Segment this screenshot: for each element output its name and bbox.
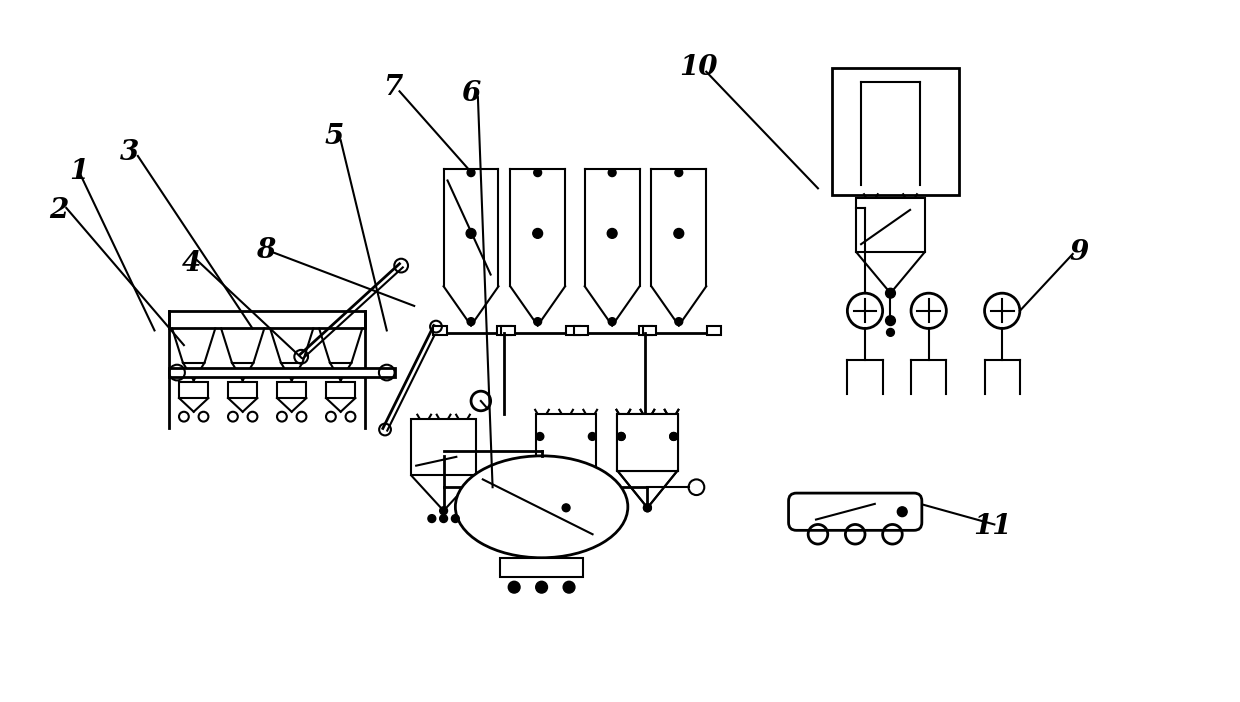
Circle shape bbox=[609, 168, 616, 177]
Circle shape bbox=[618, 432, 625, 440]
Circle shape bbox=[451, 515, 459, 522]
Circle shape bbox=[467, 168, 475, 177]
Bar bbox=[228, 383, 258, 398]
Bar bbox=[618, 413, 677, 470]
Bar bbox=[433, 326, 446, 336]
Bar bbox=[567, 326, 580, 336]
Circle shape bbox=[670, 432, 677, 440]
Text: 10: 10 bbox=[680, 54, 718, 81]
Bar bbox=[179, 383, 208, 398]
Circle shape bbox=[589, 432, 596, 440]
Circle shape bbox=[608, 228, 618, 238]
Circle shape bbox=[885, 316, 895, 326]
FancyBboxPatch shape bbox=[789, 493, 921, 530]
Bar bbox=[618, 413, 677, 470]
Bar bbox=[412, 418, 476, 475]
Circle shape bbox=[508, 581, 520, 593]
Text: 6: 6 bbox=[461, 80, 481, 107]
Circle shape bbox=[563, 581, 575, 593]
Bar bbox=[574, 326, 588, 336]
Text: 1: 1 bbox=[69, 158, 89, 185]
Bar bbox=[536, 413, 596, 470]
Text: 11: 11 bbox=[973, 513, 1012, 540]
Text: 9: 9 bbox=[1069, 239, 1089, 265]
Text: 5: 5 bbox=[324, 123, 343, 150]
Circle shape bbox=[533, 168, 542, 177]
Circle shape bbox=[618, 432, 625, 440]
Bar bbox=[501, 326, 515, 336]
Text: 8: 8 bbox=[255, 237, 275, 263]
Circle shape bbox=[644, 504, 651, 512]
Circle shape bbox=[562, 504, 570, 512]
Circle shape bbox=[644, 504, 651, 512]
Circle shape bbox=[675, 168, 683, 177]
Circle shape bbox=[670, 432, 677, 440]
Bar bbox=[497, 326, 511, 336]
Circle shape bbox=[536, 581, 548, 593]
Circle shape bbox=[533, 318, 542, 326]
Text: 7: 7 bbox=[383, 74, 402, 101]
Circle shape bbox=[428, 515, 435, 522]
Bar bbox=[639, 326, 652, 336]
Bar bbox=[326, 383, 356, 398]
Circle shape bbox=[609, 318, 616, 326]
Circle shape bbox=[536, 432, 544, 440]
Bar bbox=[856, 198, 925, 252]
Text: 3: 3 bbox=[120, 138, 140, 166]
Bar bbox=[277, 383, 306, 398]
Circle shape bbox=[675, 318, 683, 326]
Text: 2: 2 bbox=[48, 197, 68, 225]
Circle shape bbox=[467, 318, 475, 326]
Bar bbox=[501, 558, 583, 577]
Circle shape bbox=[898, 507, 908, 517]
Bar bbox=[707, 326, 720, 336]
Circle shape bbox=[533, 228, 543, 238]
Circle shape bbox=[440, 507, 448, 515]
Circle shape bbox=[673, 228, 683, 238]
Text: 4: 4 bbox=[182, 251, 201, 277]
Circle shape bbox=[885, 289, 895, 298]
Bar bbox=[832, 68, 959, 195]
Ellipse shape bbox=[455, 456, 627, 558]
Circle shape bbox=[466, 228, 476, 238]
Circle shape bbox=[440, 515, 448, 522]
Circle shape bbox=[887, 329, 894, 336]
Bar bbox=[169, 368, 394, 378]
Bar bbox=[642, 326, 656, 336]
Bar bbox=[169, 311, 366, 329]
